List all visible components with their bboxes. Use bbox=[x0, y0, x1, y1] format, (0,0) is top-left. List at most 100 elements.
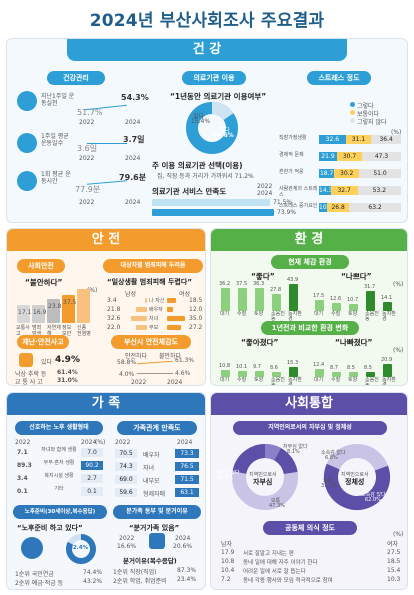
medical-main-use-detail: 집, 직장 등과 거리가 가까워서 71.2% bbox=[157, 173, 254, 180]
stress-row-name: 흔한가 적응 bbox=[279, 169, 304, 175]
env-bad-cat: 토양 bbox=[348, 377, 358, 383]
stress-seg-normal: 30.2 bbox=[334, 169, 360, 178]
env-bad-val: 12.6 bbox=[330, 296, 342, 303]
crime-bar-male bbox=[136, 325, 147, 330]
community-row-name: 동네 각종 행사와 모임 적극적으로 참여 bbox=[243, 578, 333, 584]
ident-no-v: 6.8% bbox=[325, 455, 338, 461]
crime-head-male: 남성 bbox=[125, 291, 137, 298]
stress-legend-dot-3 bbox=[350, 118, 355, 123]
env-good-bar bbox=[289, 283, 298, 311]
ident-yes: 소속감 있다 bbox=[361, 492, 386, 498]
stress-legend-2: 보통이다 bbox=[357, 111, 380, 118]
stress-legend-dot-1 bbox=[350, 102, 355, 107]
env-bad-val: 31.7 bbox=[364, 284, 376, 291]
disaster-yes-value: 4.9% bbox=[55, 355, 80, 365]
housework-year-1: 2022 bbox=[119, 535, 135, 542]
ident-center: 정체성 bbox=[345, 478, 365, 486]
social-val-4: 37.5 bbox=[63, 299, 77, 306]
elder-left-val: 7.1 bbox=[17, 449, 28, 456]
elder-right-val: 2.7 bbox=[81, 474, 103, 483]
crime-row-name: 자녀 bbox=[149, 316, 159, 322]
sense-year-1: 2022 bbox=[131, 379, 147, 386]
satis-2022-val: 74.3 bbox=[115, 462, 137, 471]
pride-sub: 지역민으로서 bbox=[249, 472, 277, 478]
env-bad-cat: 녹지환경 bbox=[382, 377, 396, 386]
health-year-2024: 2024 bbox=[125, 119, 141, 126]
env-bad-cat: 대기 bbox=[314, 311, 324, 317]
env-good-val: 36.3 bbox=[253, 281, 265, 288]
crime-row-female: 27.2 bbox=[189, 324, 203, 331]
stretching-icon bbox=[17, 133, 37, 153]
health-item-1-2022: 51.7% bbox=[77, 108, 103, 117]
housework-quote: “분거가족 있음” bbox=[129, 524, 180, 532]
sense-line-1 bbox=[137, 360, 173, 365]
community-female-val: 15.4 bbox=[387, 567, 401, 574]
community-row-name: 서로 잘알고 지내는 편 bbox=[243, 551, 294, 557]
env-good-val: 9.7 bbox=[253, 363, 261, 370]
sense-year-2: 2024 bbox=[167, 379, 183, 386]
medical-question: “1년동안 의료기관 이용여부” bbox=[170, 92, 267, 101]
elder-row-name: 기타 bbox=[54, 486, 64, 492]
stress-label: 스트레스 정도 bbox=[307, 71, 371, 85]
social-bar-4 bbox=[62, 295, 75, 323]
health-item-1-line bbox=[85, 104, 127, 111]
stress-seg-yes: 32.6 bbox=[319, 135, 346, 144]
stress-seg-no: 51.0 bbox=[359, 169, 401, 178]
env-compare-unit: (%) bbox=[393, 347, 404, 354]
env-good-cat: 토양 bbox=[254, 311, 264, 317]
pride-donut bbox=[232, 444, 298, 510]
crime-label: 대상자별 범죄피해 두려움 bbox=[103, 259, 203, 273]
health-item-1-name: 지난1주일 운동실천 bbox=[41, 93, 75, 107]
env-bad-bar bbox=[332, 303, 341, 311]
stress-legend-dot-2 bbox=[350, 110, 355, 115]
elder-year-1: 2022 bbox=[15, 439, 31, 446]
env-good-cat: 대기 bbox=[220, 311, 230, 317]
elder-left-val: 0.1 bbox=[17, 488, 28, 495]
satis-2022-val: 70.5 bbox=[115, 449, 137, 458]
sense-legend-2: 불안하다 bbox=[159, 353, 182, 360]
health-year-2024-b: 2024 bbox=[125, 155, 141, 162]
env-good-cat: 수질 bbox=[237, 311, 247, 317]
satis-row-name: 자녀 bbox=[143, 465, 155, 472]
medical-sat-2022-bar bbox=[152, 199, 270, 206]
ident-sub: 지역민으로서 bbox=[341, 472, 369, 478]
community-label: 공동체 의식 정도 bbox=[263, 521, 357, 535]
crime-row-name: 나 자신 bbox=[149, 298, 165, 304]
pride-mid: 자부심 없다 bbox=[283, 444, 308, 450]
crime-bar-female bbox=[167, 307, 173, 312]
env-bad-cat: 대기 bbox=[314, 377, 324, 383]
social-safety-unit: (%) bbox=[87, 287, 98, 294]
elder-right-val: 90.2 bbox=[81, 461, 103, 470]
crime-row-name: 부모 bbox=[149, 325, 159, 331]
env-bad-val: 12.4 bbox=[313, 362, 325, 369]
running-icon bbox=[17, 91, 37, 111]
env-bad-bar bbox=[349, 304, 358, 311]
medical-legend-2024: 2024 bbox=[257, 190, 273, 197]
env-good-val: 43.9 bbox=[287, 276, 299, 283]
housework-v1: 16.6% bbox=[117, 543, 137, 550]
env-bad-val: 17.5 bbox=[313, 293, 325, 300]
medical-label: 의료기관 이용 bbox=[182, 71, 246, 85]
disaster-label: 재난·안전사고 bbox=[17, 335, 69, 349]
health-item-3-name: 1회 평균 운동시간 bbox=[41, 171, 71, 185]
medical-sat-2024: 73.9% bbox=[277, 209, 297, 216]
elder-unit: (%) bbox=[95, 439, 106, 446]
community-male-val: 17.9 bbox=[221, 549, 235, 556]
disaster-item-2-v: 31.0% bbox=[57, 377, 78, 384]
env-bad-cat: 수질 bbox=[331, 377, 341, 383]
env-good-bar bbox=[272, 293, 281, 311]
community-unit: (%) bbox=[393, 531, 404, 538]
env-bad-bar bbox=[332, 371, 341, 377]
satis-year-2: 2024 bbox=[177, 439, 193, 446]
env-good-bar bbox=[221, 370, 230, 377]
env-bad-val: 14.1 bbox=[381, 295, 393, 302]
env-good-val: 10.8 bbox=[219, 363, 231, 370]
social-cat-3: 자연재해 bbox=[47, 325, 61, 337]
stress-seg-yes: 18.7 bbox=[319, 169, 335, 178]
env-bad-bar bbox=[366, 371, 375, 377]
disaster-yes: 있다 bbox=[41, 359, 53, 366]
env-good-bar bbox=[238, 287, 247, 311]
env-good-val: 8.6 bbox=[270, 364, 278, 371]
pride-center: 자부심 bbox=[253, 478, 273, 486]
timer-icon bbox=[17, 171, 37, 191]
